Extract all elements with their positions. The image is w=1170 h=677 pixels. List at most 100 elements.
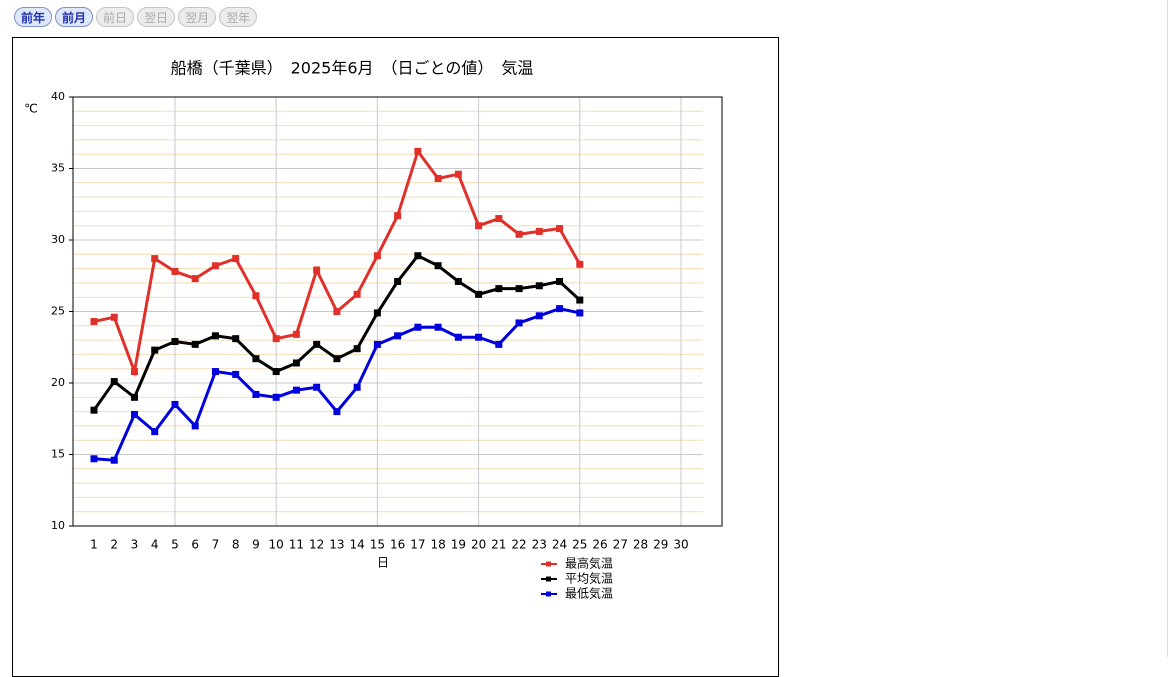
point [313,383,321,391]
x-tick-label: 21 [491,538,506,552]
legend-label: 平均気温 [565,571,613,586]
point [151,255,159,263]
point [373,340,381,348]
x-tick-label: 15 [370,538,385,552]
point [211,368,219,376]
point [475,333,483,341]
x-tick-label: 5 [171,538,179,552]
point [191,275,199,283]
x-tick-label: 22 [511,538,526,552]
nav-button[interactable]: 前年 [14,7,53,27]
x-tick-label: 29 [653,538,668,552]
x-tick-label: 25 [572,538,587,552]
point [475,290,483,298]
point [171,400,179,408]
point [232,255,240,263]
y-tick-label: 40 [51,90,65,103]
point [556,305,564,313]
y-tick-label: 25 [51,305,65,318]
x-tick-label: 8 [232,538,240,552]
x-tick-label: 1 [90,538,98,552]
point [454,170,462,178]
point [90,455,98,463]
series-line [93,307,581,462]
point [434,175,442,183]
point [292,330,300,338]
x-tick-label: 30 [673,538,688,552]
point [272,335,280,343]
x-tick-label: 28 [633,538,648,552]
point [272,368,280,376]
point [394,277,402,285]
x-tick-label: 6 [191,538,199,552]
point [576,296,584,304]
point [515,230,523,238]
point [434,262,442,270]
point [394,212,402,220]
y-tick-label: 35 [51,162,65,175]
x-tick-label: 9 [252,538,260,552]
x-tick-label: 16 [390,538,405,552]
x-axis-label: 日 [377,556,389,570]
point [191,422,199,430]
series-line [92,253,581,412]
point [130,410,138,418]
point [475,222,483,230]
point [576,309,584,317]
nav-bar: 前年 前月 前日 翌日 翌月 翌年 [14,7,258,27]
point [110,378,118,386]
point [313,266,321,274]
point [556,225,564,233]
point [556,277,564,285]
x-tick-label: 20 [471,538,486,552]
point [353,345,361,353]
point [252,355,260,363]
point [434,323,442,331]
x-tick-label: 12 [309,538,324,552]
nav-button: 翌日 [137,7,176,27]
point [130,393,138,401]
point [353,290,361,298]
point [535,227,543,235]
x-tick-label: 4 [151,538,159,552]
point [292,386,300,394]
x-tick-label: 17 [410,538,425,552]
point [151,428,159,436]
nav-button: 翌年 [219,7,258,27]
x-tick-label: 26 [592,538,607,552]
nav-button: 翌月 [178,7,217,27]
point [495,285,503,293]
point [130,368,138,376]
point [414,323,422,331]
point [576,260,584,268]
chart: 船橋（千葉県） 2025年6月 （日ごとの値） 気温 ℃ 日 101520253… [24,59,723,601]
point [535,282,543,290]
point [252,292,260,300]
x-tick-label: 13 [329,538,344,552]
point [272,393,280,401]
point [313,340,321,348]
x-tick-label: 2 [110,538,118,552]
point [110,456,118,464]
point [110,313,118,321]
point [171,267,179,275]
legend-label: 最低気温 [565,586,613,601]
x-tick-label: 7 [212,538,220,552]
page: {"nav": [{"label": "前年", "enabled": true… [12,0,1168,677]
point [394,332,402,340]
point [373,309,381,317]
point [90,406,98,414]
x-tick-label: 19 [451,538,466,552]
point [373,252,381,260]
point [333,355,341,363]
point [454,333,462,341]
legend-marker [546,576,551,582]
plot-area [72,96,723,527]
y-tick-label: 15 [51,448,65,461]
nav-button[interactable]: 前月 [55,7,94,27]
point [414,252,422,260]
series-line [93,148,582,378]
x-tick-label: 18 [430,538,445,552]
point [211,332,219,340]
point [515,319,523,327]
